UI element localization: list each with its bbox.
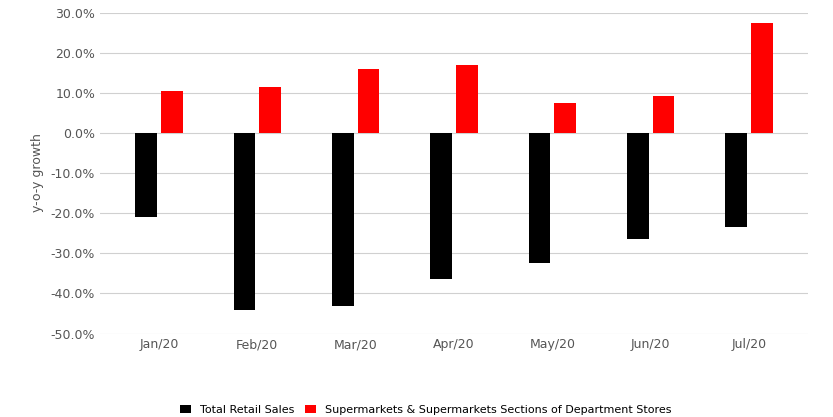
Bar — [431, 133, 452, 279]
Y-axis label: y-o-y growth: y-o-y growth — [31, 133, 43, 213]
Bar — [751, 23, 772, 133]
Bar — [259, 87, 281, 133]
Bar — [135, 133, 157, 217]
Bar — [161, 91, 182, 133]
Bar — [357, 69, 379, 133]
Bar — [456, 65, 477, 133]
Legend: Total Retail Sales, Supermarkets & Supermarkets Sections of Department Stores: Total Retail Sales, Supermarkets & Super… — [177, 401, 675, 417]
Bar — [234, 133, 256, 309]
Bar — [554, 103, 576, 133]
Bar — [529, 133, 551, 264]
Bar — [726, 133, 747, 227]
Bar — [652, 96, 674, 133]
Bar — [332, 133, 354, 306]
Bar — [627, 133, 649, 239]
